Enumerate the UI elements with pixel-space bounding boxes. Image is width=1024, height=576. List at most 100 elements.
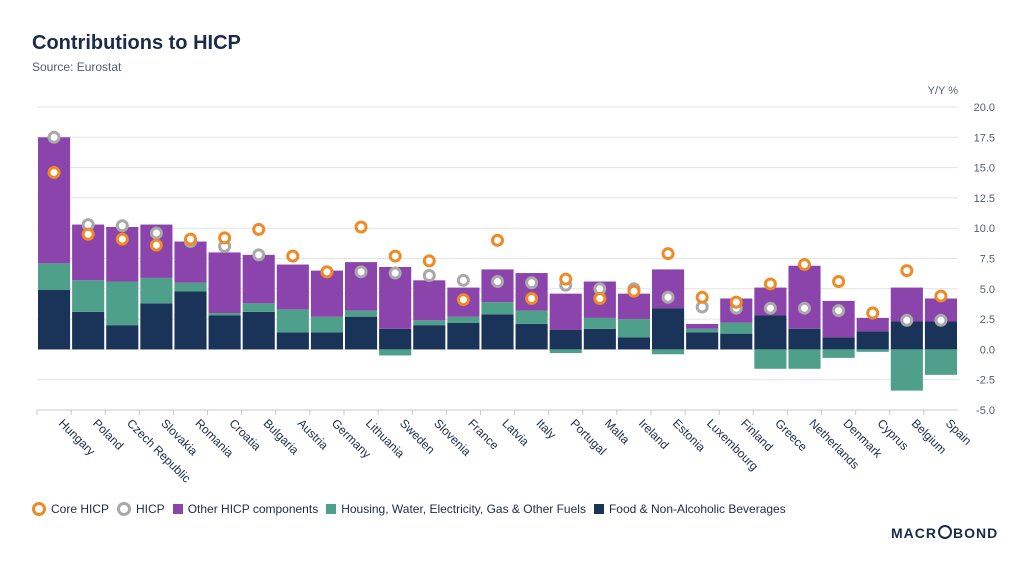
bar-other-hicp-components — [276, 264, 309, 310]
bar-food-non-alcoholic-beverages — [38, 290, 71, 350]
marker-hicp — [900, 313, 914, 327]
marker-core-hicp — [695, 290, 709, 304]
bar-housing-water-electricity-gas-other-fuels — [890, 349, 923, 391]
bar-food-non-alcoholic-beverages — [515, 323, 548, 350]
y-tick-label: 20.0 — [974, 102, 995, 114]
category-label: Malta — [602, 416, 633, 447]
hicp-chart: 20.0 17.5 15.0 12.5 10.0 7.5 5.0 2.5 0.0 -2.5 -5.0… — [36, 85, 995, 486]
bar-housing-water-electricity-gas-other-fuels — [345, 310, 378, 317]
bar-food-non-alcoholic-beverages — [617, 337, 650, 350]
bar-food-non-alcoholic-beverages — [652, 308, 685, 350]
marker-core-hicp — [149, 238, 163, 252]
marker-hicp — [456, 273, 470, 287]
bar-housing-water-electricity-gas-other-fuels — [481, 302, 514, 315]
bar-other-hicp-components — [788, 265, 821, 329]
bar-housing-water-electricity-gas-other-fuels — [447, 316, 480, 323]
bar-housing-water-electricity-gas-other-fuels — [720, 322, 753, 334]
y-tick-label: 2.5 — [980, 314, 995, 326]
marker-hicp — [491, 275, 504, 289]
category-label: Greece — [772, 416, 810, 454]
category-label: Belgium — [909, 416, 950, 457]
bar-other-hicp-components — [242, 254, 275, 304]
marker-core-hicp — [286, 249, 300, 263]
bar-food-non-alcoholic-beverages — [413, 325, 446, 350]
legend-item-food: Food & Non-Alcoholic Beverages — [593, 502, 786, 516]
food-swatch — [593, 504, 604, 514]
y-tick-label: 12.5 — [974, 193, 995, 205]
legend-item-hicp: HICP — [117, 502, 165, 516]
bar-housing-water-electricity-gas-other-fuels — [652, 349, 685, 355]
y-tick-label: 0.0 — [980, 344, 995, 356]
marker-hicp — [525, 276, 539, 290]
bar-housing-water-electricity-gas-other-fuels — [379, 349, 412, 356]
bar-food-non-alcoholic-beverages — [140, 303, 173, 350]
category-label: Estonia — [670, 416, 708, 454]
category-label: Portugal — [568, 416, 610, 458]
marker-hicp — [252, 248, 266, 262]
y-axis-unit: Y/Y % — [928, 85, 959, 97]
bar-other-hicp-components — [413, 280, 446, 321]
marker-core-hicp — [456, 293, 470, 307]
marker-core-hicp — [320, 265, 334, 279]
housing-swatch — [326, 504, 337, 514]
category-label: Italy — [533, 416, 558, 441]
bar-housing-water-electricity-gas-other-fuels — [106, 281, 139, 326]
marker-core-hicp — [388, 249, 402, 263]
bar-other-hicp-components — [38, 137, 71, 264]
marker-hicp — [354, 265, 368, 279]
marker-hicp — [832, 304, 846, 318]
y-tick-label: 15.0 — [974, 163, 995, 175]
other-swatch — [172, 504, 183, 514]
marker-hicp — [798, 301, 811, 315]
bar-other-hicp-components — [174, 241, 207, 283]
category-label: Ireland — [636, 416, 672, 452]
marker-core-hicp — [252, 222, 266, 236]
chart-legend: Core HICP HICP Other HICP components Hou… — [32, 502, 794, 516]
bar-housing-water-electricity-gas-other-fuels — [754, 349, 787, 369]
bar-food-non-alcoholic-beverages — [754, 315, 787, 350]
bar-other-hicp-components — [549, 293, 582, 331]
marker-core-hicp — [900, 264, 914, 278]
category-label: Bulgaria — [261, 416, 302, 457]
marker-hicp — [47, 130, 61, 144]
marker-core-hicp — [422, 254, 436, 268]
legend-label: Core HICP — [51, 502, 110, 516]
bar-food-non-alcoholic-beverages — [106, 325, 139, 350]
marker-hicp — [763, 301, 777, 315]
marker-core-hicp — [47, 165, 61, 179]
bar-housing-water-electricity-gas-other-fuels — [583, 317, 616, 329]
legend-item-core-hicp: Core HICP — [32, 502, 109, 516]
bar-housing-water-electricity-gas-other-fuels — [242, 303, 275, 312]
bar-food-non-alcoholic-beverages — [856, 331, 889, 350]
bar-other-hicp-components — [686, 323, 719, 329]
y-tick-label: -2.5 — [976, 375, 995, 387]
bar-housing-water-electricity-gas-other-fuels — [686, 328, 719, 333]
marker-core-hicp — [866, 306, 880, 320]
core-hicp-swatch — [32, 502, 46, 516]
bar-other-hicp-components — [208, 252, 241, 314]
bar-housing-water-electricity-gas-other-fuels — [140, 277, 173, 304]
marker-hicp — [388, 266, 402, 280]
marker-core-hicp — [184, 232, 197, 246]
marker-core-hicp — [627, 284, 641, 298]
marker-core-hicp — [729, 295, 743, 309]
marker-core-hicp — [661, 247, 675, 261]
marker-core-hicp — [832, 275, 846, 289]
bar-housing-water-electricity-gas-other-fuels — [208, 313, 241, 316]
marker-core-hicp — [559, 272, 573, 286]
bar-food-non-alcoholic-beverages — [276, 332, 309, 350]
bar-other-hicp-components — [924, 298, 957, 322]
bar-housing-water-electricity-gas-other-fuels — [38, 263, 71, 291]
bar-food-non-alcoholic-beverages — [788, 328, 821, 350]
y-tick-label: 5.0 — [980, 284, 995, 296]
marker-core-hicp — [798, 258, 811, 272]
marker-hicp — [115, 219, 129, 233]
bar-housing-water-electricity-gas-other-fuels — [856, 349, 889, 352]
chart-title: Contributions to HICP — [32, 32, 241, 54]
bar-housing-water-electricity-gas-other-fuels — [788, 349, 821, 369]
marker-hicp — [661, 290, 675, 304]
bar-other-hicp-components — [617, 293, 650, 320]
marker-hicp — [422, 268, 436, 282]
bar-housing-water-electricity-gas-other-fuels — [549, 349, 582, 354]
y-tick-label: 10.0 — [974, 223, 995, 235]
